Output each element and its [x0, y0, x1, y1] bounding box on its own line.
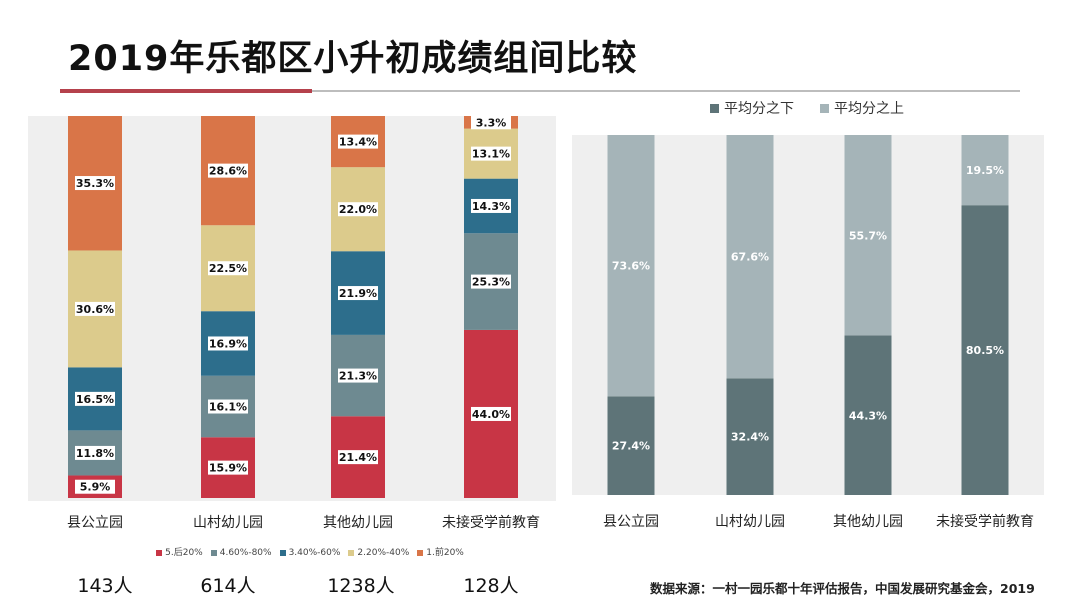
title-accent-bar	[60, 89, 312, 93]
bar-segment	[844, 335, 892, 495]
legend-item: 2.20%-40%	[348, 548, 409, 558]
category-label: 县公立园	[603, 514, 659, 530]
group-count-village: 614人	[200, 575, 256, 597]
group-count-none: 128人	[463, 575, 519, 597]
data-label: 35.3%	[76, 177, 114, 190]
data-label-bg	[208, 163, 248, 178]
left-stacked-bar-chart: 5.9% 11.8% 16.5% 30.6% 35.3% 县公立园 15.9% 16.1% 16…	[28, 116, 556, 531]
group-count-county: 143人	[77, 575, 133, 597]
legend-label: 平均分之上	[834, 101, 904, 117]
bar-segment	[607, 135, 655, 397]
legend-label: 2.20%-40%	[357, 548, 410, 558]
legend-item: 1.前20%	[417, 545, 464, 558]
bar-segment	[844, 135, 892, 336]
legend-item: 5.后20%	[156, 545, 203, 558]
legend-swatch	[156, 549, 163, 556]
data-label-bg	[471, 406, 511, 421]
data-label: 67.6%	[731, 251, 769, 264]
data-label: 80.5%	[966, 344, 1004, 357]
data-label-bg	[75, 391, 115, 406]
bar-segment	[726, 135, 774, 379]
bar-segment	[726, 378, 774, 495]
category-label: 未接受学前教育	[936, 513, 1034, 530]
data-label: 27.4%	[612, 440, 650, 453]
data-label: 19.5%	[966, 164, 1004, 177]
data-label: 30.6%	[76, 303, 114, 316]
data-label: 28.6%	[209, 165, 247, 178]
data-label: 55.7%	[849, 229, 887, 242]
right-stacked-bar-chart: 平均分之下 平均分之上 27.4% 73.6% 县公立园 32.4% 67.6% 山村幼儿园 4…	[572, 101, 1044, 530]
legend-label: 1.前20%	[426, 548, 464, 558]
data-label-bg	[338, 286, 378, 301]
bar-segment	[607, 396, 655, 495]
data-label-bg	[208, 336, 248, 351]
data-label-bg	[208, 460, 248, 475]
data-label-bg	[75, 301, 115, 316]
legend-swatch	[348, 549, 355, 556]
bar-segment	[961, 135, 1009, 206]
data-label-bg	[471, 198, 511, 213]
data-label: 16.1%	[209, 401, 247, 414]
data-label: 21.4%	[339, 451, 377, 464]
data-label: 21.3%	[339, 370, 377, 383]
category-label: 山村幼儿园	[193, 515, 263, 531]
legend-label: 平均分之下	[724, 101, 794, 117]
data-label: 15.9%	[209, 462, 247, 475]
data-label-bg	[75, 445, 115, 460]
legend-label: 3.40%-60%	[288, 548, 341, 558]
category-label: 其他幼儿园	[323, 515, 393, 531]
category-label: 县公立园	[67, 515, 123, 531]
legend-swatch	[210, 549, 217, 556]
legend-label: 4.60%-80%	[219, 548, 272, 558]
page-title: 2019年乐都区小升初成绩组间比较	[68, 39, 638, 79]
legend-swatch	[279, 549, 286, 556]
left-chart-legend: 5.后20% 4.60%-80% 3.40%-60% 2.20%-40% 1.前20%	[0, 545, 620, 558]
group-count-other: 1238人	[327, 575, 395, 597]
legend-label: 5.后20%	[165, 548, 203, 558]
data-label: 44.0%	[472, 408, 510, 421]
category-label: 未接受学前教育	[442, 514, 540, 531]
data-source-note: 数据来源：一村一园乐都十年评估报告，中国发展研究基金会，2019	[650, 581, 1035, 596]
title-divider	[60, 90, 1020, 92]
data-label: 22.5%	[209, 262, 247, 275]
data-label: 16.5%	[76, 393, 114, 406]
category-label: 山村幼儿园	[715, 514, 785, 530]
data-label: 16.9%	[209, 337, 247, 350]
data-label-bg	[75, 479, 115, 494]
data-label: 14.3%	[472, 200, 510, 213]
data-label-bg	[338, 134, 378, 149]
data-label: 32.4%	[731, 431, 769, 444]
data-label: 11.8%	[76, 447, 114, 460]
data-label: 13.1%	[472, 148, 510, 161]
legend-swatch	[710, 104, 719, 113]
data-label-bg	[338, 450, 378, 465]
data-label: 25.3%	[472, 276, 510, 289]
bar-segment	[961, 205, 1009, 495]
category-label: 其他幼儿园	[833, 514, 903, 530]
data-label-bg	[208, 399, 248, 414]
data-label-bg	[471, 146, 511, 161]
data-label-bg	[338, 202, 378, 217]
data-label: 73.6%	[612, 260, 650, 273]
data-label: 5.9%	[80, 481, 111, 494]
data-label: 13.4%	[339, 136, 377, 149]
data-label-bg	[75, 176, 115, 191]
legend-swatch	[820, 104, 829, 113]
legend-item: 3.40%-60%	[279, 548, 341, 558]
data-label-bg	[471, 116, 511, 130]
data-label: 22.0%	[339, 203, 377, 216]
data-label: 21.9%	[339, 287, 377, 300]
data-label: 44.3%	[849, 409, 887, 422]
legend-item: 4.60%-80%	[210, 548, 272, 558]
data-label-bg	[471, 274, 511, 289]
data-label: 3.3%	[476, 116, 507, 129]
data-label-bg	[208, 261, 248, 276]
legend-swatch	[417, 549, 424, 556]
data-label-bg	[338, 368, 378, 383]
